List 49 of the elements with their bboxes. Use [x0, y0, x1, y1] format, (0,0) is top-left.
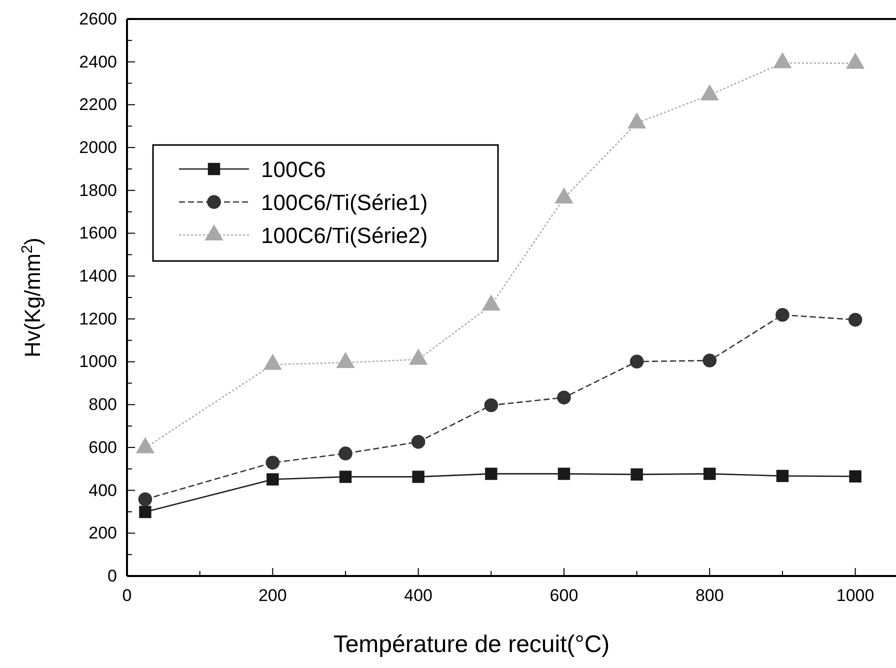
- y-tick-label: 2000: [79, 138, 117, 157]
- legend-label: 100C6/Ti(Série2): [261, 223, 428, 248]
- y-tick-label: 2200: [79, 95, 117, 114]
- x-tick-label: 600: [550, 586, 578, 606]
- point: [139, 506, 152, 518]
- point: [702, 354, 717, 368]
- point: [704, 468, 716, 480]
- y-tick-label: 1600: [79, 224, 117, 243]
- point: [411, 434, 426, 449]
- y-tick-label: 1800: [79, 180, 117, 200]
- x-tick-label: 0: [122, 586, 132, 606]
- point: [630, 354, 644, 368]
- y-tick-label: 800: [88, 395, 117, 414]
- x-tick-label: 1000: [836, 586, 874, 606]
- point: [776, 308, 790, 322]
- point: [630, 468, 643, 481]
- legend-label: 100C6/Ti(Série1): [261, 190, 428, 215]
- point: [338, 446, 352, 460]
- point: [628, 112, 646, 128]
- point: [849, 470, 862, 483]
- point: [266, 456, 280, 470]
- y-tick-label: 1400: [79, 266, 117, 286]
- y-tick-label: 200: [88, 524, 117, 543]
- point: [339, 470, 352, 483]
- point: [485, 468, 498, 480]
- point: [848, 312, 862, 327]
- point: [138, 492, 152, 506]
- point: [554, 187, 574, 204]
- y-tick-label: 1200: [79, 309, 117, 328]
- point: [266, 473, 279, 486]
- y-tick-label: 0: [108, 566, 117, 586]
- y-tick-label: 400: [88, 480, 117, 500]
- point: [412, 470, 424, 483]
- y-tick-label: 600: [88, 438, 117, 457]
- x-tick-label: 800: [695, 586, 724, 606]
- x-tick-label: 400: [404, 586, 433, 606]
- x-axis-title: Température de recuit(°C): [333, 631, 610, 658]
- point: [557, 390, 571, 404]
- x-tick-label: 200: [258, 586, 287, 606]
- point: [776, 470, 789, 482]
- point: [700, 84, 719, 100]
- legend-label: 100C6: [261, 157, 326, 182]
- y-tick-label: 2600: [79, 9, 117, 28]
- y-tick-label: 2400: [79, 52, 117, 72]
- point: [558, 468, 570, 480]
- point: [484, 398, 498, 412]
- point: [846, 52, 865, 69]
- point: [773, 52, 792, 68]
- y-tick-label: 1000: [79, 352, 117, 372]
